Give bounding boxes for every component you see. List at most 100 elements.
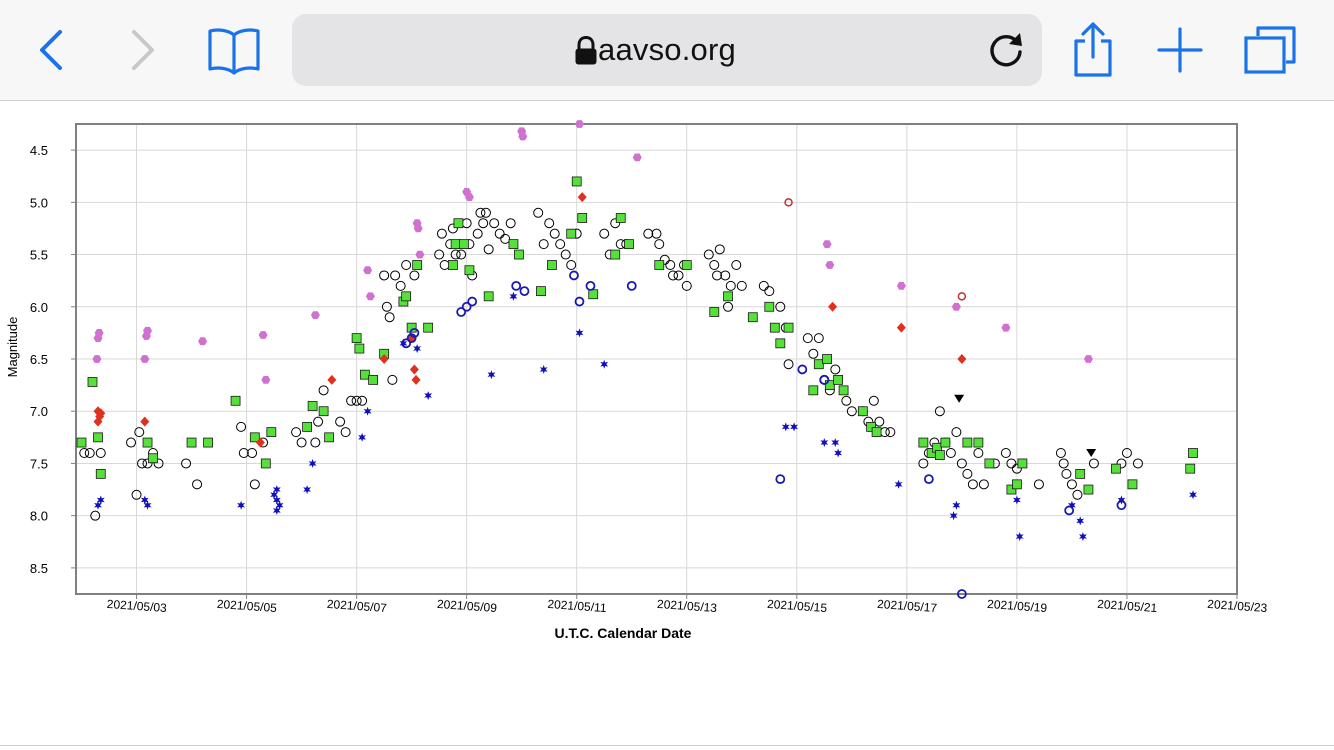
data-point-circle	[956, 458, 967, 469]
data-point-circle	[351, 395, 362, 406]
data-point-square	[142, 437, 153, 448]
data-point-circle	[665, 260, 676, 270]
data-point-star	[237, 500, 245, 510]
reload-button[interactable]	[984, 28, 1028, 72]
data-point-hexagon	[575, 120, 584, 128]
data-point-diamond	[577, 192, 587, 203]
url-text: aavso.org	[598, 32, 736, 67]
data-point-circle	[802, 333, 813, 344]
data-point-circle	[357, 395, 368, 406]
data-point-circle	[478, 218, 489, 229]
data-point-square	[1185, 463, 1196, 474]
data-point-circle	[95, 448, 106, 458]
data-point-hexagon	[258, 331, 268, 339]
share-button[interactable]	[1063, 14, 1123, 86]
data-point-square	[249, 432, 260, 443]
x-tick-label: 2021/05/23	[1207, 597, 1268, 615]
page-divider	[0, 745, 1334, 746]
address-bar[interactable]: aavso.org	[292, 14, 1042, 86]
data-point-square	[412, 260, 423, 270]
data-point-circle	[725, 280, 736, 291]
data-point-circle-blue	[797, 364, 808, 375]
data-point-circle	[615, 239, 626, 250]
data-point-circle-blue	[519, 286, 530, 297]
data-point-diamond	[409, 364, 419, 375]
lock-icon	[575, 36, 597, 65]
data-point-circle	[736, 280, 747, 291]
data-point-circle	[296, 437, 307, 448]
tabs-icon	[1244, 26, 1296, 74]
data-point-open-diamond	[957, 292, 967, 301]
reload-icon	[990, 33, 1022, 67]
data-point-circle	[978, 479, 989, 490]
data-point-square	[1188, 448, 1198, 458]
data-point-circle	[731, 260, 742, 270]
data-point-hexagon	[822, 240, 832, 248]
new-tab-button[interactable]	[1150, 14, 1210, 86]
data-point-square	[464, 265, 475, 276]
data-point-square	[1083, 484, 1094, 495]
data-point-circle	[381, 301, 392, 312]
data-point-square	[266, 427, 277, 438]
data-point-square	[934, 450, 945, 460]
data-point-circle	[310, 437, 321, 448]
bookmarks-button[interactable]	[202, 14, 266, 86]
data-point-star	[363, 406, 372, 416]
data-point-square	[148, 453, 158, 464]
data-point-circle	[1061, 468, 1072, 479]
data-point-circle	[544, 218, 555, 229]
plus-icon	[1157, 27, 1203, 73]
data-point-circle	[84, 448, 95, 458]
data-point-square	[307, 401, 318, 411]
data-point-square	[709, 307, 720, 317]
data-point-star	[303, 485, 311, 495]
x-tick-label: 2021/05/05	[216, 597, 277, 615]
data-point-star	[539, 364, 548, 374]
data-point-star	[949, 511, 958, 521]
data-point-circle	[450, 249, 461, 260]
data-point-square	[681, 260, 692, 270]
data-point-hexagon	[261, 376, 271, 384]
data-point-square	[302, 421, 312, 432]
data-point-circle	[651, 228, 662, 239]
data-point-circle	[489, 218, 500, 229]
data-point-circle	[1132, 458, 1143, 469]
data-point-star	[487, 370, 496, 380]
data-point-square	[973, 437, 984, 448]
data-point-hexagon	[825, 261, 835, 269]
data-point-star	[790, 422, 798, 432]
data-point-square	[783, 322, 794, 333]
tabs-button[interactable]	[1240, 14, 1300, 86]
data-point-circle	[643, 228, 654, 239]
book-icon	[208, 28, 260, 75]
browser-toolbar: aavso.org	[0, 0, 1334, 101]
data-point-circle	[654, 239, 665, 250]
data-point-square	[95, 468, 106, 479]
x-tick-label: 2021/05/21	[1097, 597, 1158, 615]
y-tick-label: 6.0	[30, 300, 48, 315]
data-point-circle	[712, 270, 723, 281]
y-tick-label: 4.5	[30, 143, 48, 158]
data-point-diamond	[379, 354, 389, 364]
data-point-star	[1013, 495, 1021, 505]
data-point-square	[318, 406, 329, 417]
x-tick-label: 2021/05/13	[657, 597, 718, 615]
data-point-star	[94, 500, 102, 510]
data-point-hexagon	[413, 224, 423, 233]
data-point-circle	[291, 427, 302, 438]
data-point-star	[275, 500, 284, 510]
y-tick-label: 7.0	[30, 404, 48, 419]
data-point-circle	[1011, 463, 1022, 474]
data-point-square	[1111, 463, 1121, 474]
data-point-circle	[709, 260, 720, 270]
data-point-square	[483, 291, 494, 302]
data-point-circle-blue	[775, 474, 786, 485]
data-point-star	[143, 500, 152, 510]
forward-button[interactable]	[112, 14, 172, 86]
data-point-circle	[505, 218, 516, 229]
data-point-circle	[90, 510, 101, 521]
data-point-star	[1076, 516, 1085, 526]
data-point-circle	[340, 427, 351, 438]
data-point-circle	[472, 228, 483, 239]
back-button[interactable]	[22, 14, 82, 86]
